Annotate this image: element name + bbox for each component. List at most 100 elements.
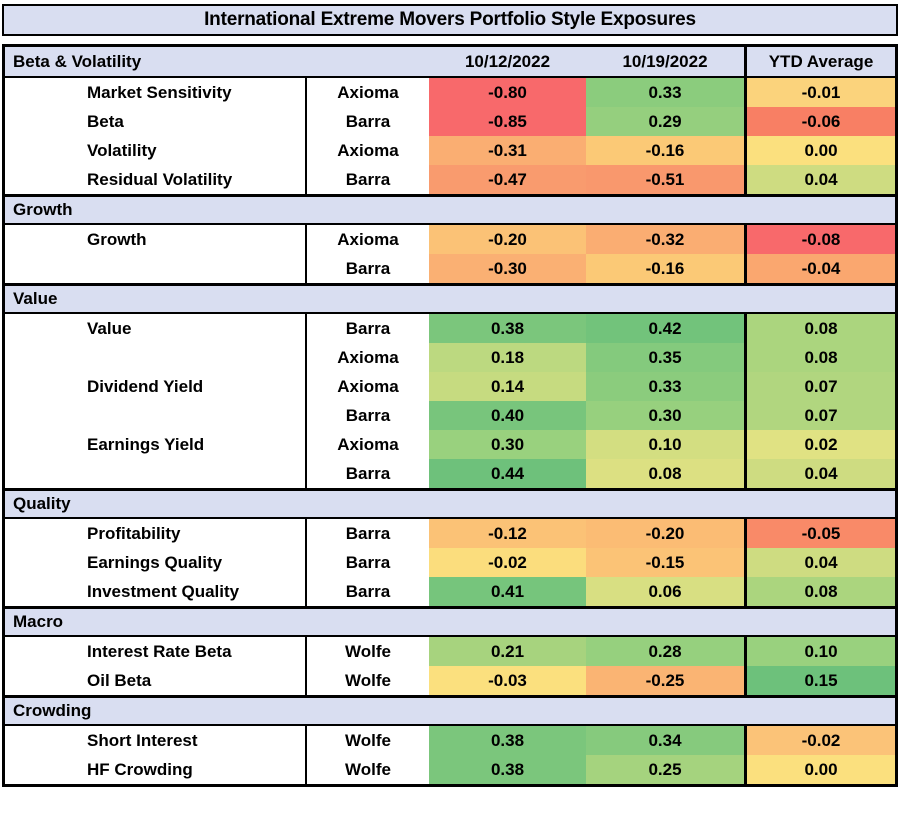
section-header-crowding: Crowding bbox=[5, 695, 895, 726]
exposure-cell: 0.21 bbox=[429, 637, 586, 666]
exposure-cell: -0.15 bbox=[586, 548, 744, 577]
column-header-spacer bbox=[429, 698, 586, 724]
provider-label: Wolfe bbox=[345, 670, 391, 690]
column-header-spacer bbox=[744, 286, 895, 312]
column-header-spacer bbox=[586, 491, 744, 517]
factor-label: Growth bbox=[5, 225, 307, 254]
column-header-spacer bbox=[744, 609, 895, 635]
exposure-cell: -0.12 bbox=[429, 519, 586, 548]
column-header-spacer bbox=[429, 609, 586, 635]
factor-label: Oil Beta bbox=[5, 666, 307, 695]
section-title-value: Value bbox=[13, 289, 58, 308]
provider-label: Axioma bbox=[337, 434, 399, 454]
exposure-cell: -0.20 bbox=[429, 225, 586, 254]
provider-label: Barra bbox=[345, 581, 391, 601]
factor-label: Short Interest bbox=[5, 726, 307, 755]
exposure-cell: 0.41 bbox=[429, 577, 586, 606]
table-row: Investment Quality Barra 0.41 0.06 0.08 bbox=[5, 577, 895, 606]
column-header-spacer bbox=[586, 197, 744, 223]
factor-label: Market Sensitivity bbox=[5, 78, 307, 107]
factor-label bbox=[5, 343, 307, 372]
exposure-cell: 0.07 bbox=[744, 372, 895, 401]
exposure-cell: -0.04 bbox=[744, 254, 895, 283]
provider-label: Barra bbox=[345, 111, 391, 131]
provider-label: Axioma bbox=[337, 347, 399, 367]
section-header-value: Value bbox=[5, 283, 895, 314]
factor-label: Profitability bbox=[5, 519, 307, 548]
table-row: Value Barra 0.38 0.42 0.08 bbox=[5, 314, 895, 343]
exposure-cell: -0.02 bbox=[744, 726, 895, 755]
factor-label: Investment Quality bbox=[5, 577, 307, 606]
exposure-cell: -0.05 bbox=[744, 519, 895, 548]
table-row: Earnings Yield Axioma 0.30 0.10 0.02 bbox=[5, 430, 895, 459]
column-header-spacer bbox=[586, 609, 744, 635]
table-row: HF Crowding Wolfe 0.38 0.25 0.00 bbox=[5, 755, 895, 784]
column-header-10-12-2022: 10/12/2022 bbox=[464, 51, 551, 71]
exposure-cell: 0.15 bbox=[744, 666, 895, 695]
provider-label: Axioma bbox=[337, 82, 399, 102]
exposure-cell: 0.38 bbox=[429, 726, 586, 755]
factor-label: Residual Volatility bbox=[5, 165, 307, 194]
table-row: Volatility Axioma -0.31 -0.16 0.00 bbox=[5, 136, 895, 165]
column-header-spacer bbox=[744, 698, 895, 724]
exposure-cell: 0.10 bbox=[744, 637, 895, 666]
exposure-cell: -0.32 bbox=[586, 225, 744, 254]
exposure-cell: 0.04 bbox=[744, 548, 895, 577]
exposure-cell: 0.06 bbox=[586, 577, 744, 606]
provider-label: Axioma bbox=[337, 376, 399, 396]
exposure-cell: -0.06 bbox=[744, 107, 895, 136]
table-row: Barra 0.40 0.30 0.07 bbox=[5, 401, 895, 430]
table-row: Earnings Quality Barra -0.02 -0.15 0.04 bbox=[5, 548, 895, 577]
provider-label: Barra bbox=[345, 552, 391, 572]
factor-label: Beta bbox=[5, 107, 307, 136]
section-title-macro: Macro bbox=[13, 612, 64, 631]
table-row: Oil Beta Wolfe -0.03 -0.25 0.15 bbox=[5, 666, 895, 695]
exposure-cell: 0.35 bbox=[586, 343, 744, 372]
section-title-beta-and-volatility: Beta & Volatility bbox=[13, 51, 142, 71]
factor-label: HF Crowding bbox=[5, 755, 307, 784]
factor-label: Earnings Yield bbox=[5, 430, 307, 459]
exposure-cell: -0.80 bbox=[429, 78, 586, 107]
column-header-10-19-2022: 10/19/2022 bbox=[622, 51, 708, 71]
column-header-spacer bbox=[429, 197, 586, 223]
exposure-cell: 0.00 bbox=[744, 755, 895, 784]
provider-label: Barra bbox=[345, 169, 391, 189]
exposure-cell: -0.30 bbox=[429, 254, 586, 283]
table-row: Residual Volatility Barra -0.47 -0.51 0.04 bbox=[5, 165, 895, 194]
column-header-ytd-average: YTD Average bbox=[744, 47, 895, 76]
exposure-cell: 0.08 bbox=[586, 459, 744, 488]
exposure-cell: 0.34 bbox=[586, 726, 744, 755]
column-header-spacer bbox=[429, 286, 586, 312]
exposure-cell: 0.18 bbox=[429, 343, 586, 372]
exposure-cell: -0.16 bbox=[586, 254, 744, 283]
factor-label bbox=[5, 401, 307, 430]
provider-label: Barra bbox=[345, 523, 391, 543]
exposure-cell: 0.30 bbox=[586, 401, 744, 430]
exposure-cell: -0.01 bbox=[744, 78, 895, 107]
exposure-cell: 0.04 bbox=[744, 459, 895, 488]
exposure-cell: 0.33 bbox=[586, 78, 744, 107]
provider-label: Axioma bbox=[337, 229, 399, 249]
factor-label bbox=[5, 254, 307, 283]
table-row: Interest Rate Beta Wolfe 0.21 0.28 0.10 bbox=[5, 637, 895, 666]
table-row: Axioma 0.18 0.35 0.08 bbox=[5, 343, 895, 372]
exposure-cell: -0.20 bbox=[586, 519, 744, 548]
table-row: Beta Barra -0.85 0.29 -0.06 bbox=[5, 107, 895, 136]
exposure-cell: -0.08 bbox=[744, 225, 895, 254]
section-header-macro: Macro bbox=[5, 606, 895, 637]
exposure-cell: 0.29 bbox=[586, 107, 744, 136]
exposure-cell: 0.14 bbox=[429, 372, 586, 401]
column-header-spacer bbox=[429, 491, 586, 517]
exposure-cell: 0.40 bbox=[429, 401, 586, 430]
factor-label: Earnings Quality bbox=[5, 548, 307, 577]
section-header-beta-and-volatility: Beta & Volatility 10/12/2022 10/19/2022 YTD… bbox=[5, 47, 895, 78]
table-row: Short Interest Wolfe 0.38 0.34 -0.02 bbox=[5, 726, 895, 755]
column-header-spacer bbox=[586, 698, 744, 724]
exposure-cell: -0.31 bbox=[429, 136, 586, 165]
table-row: Profitability Barra -0.12 -0.20 -0.05 bbox=[5, 519, 895, 548]
page-title: International Extreme Movers Portfolio S… bbox=[2, 4, 898, 36]
exposure-cell: 0.38 bbox=[429, 314, 586, 343]
exposure-cell: 0.30 bbox=[429, 430, 586, 459]
exposure-cell: 0.00 bbox=[744, 136, 895, 165]
exposure-cell: -0.03 bbox=[429, 666, 586, 695]
